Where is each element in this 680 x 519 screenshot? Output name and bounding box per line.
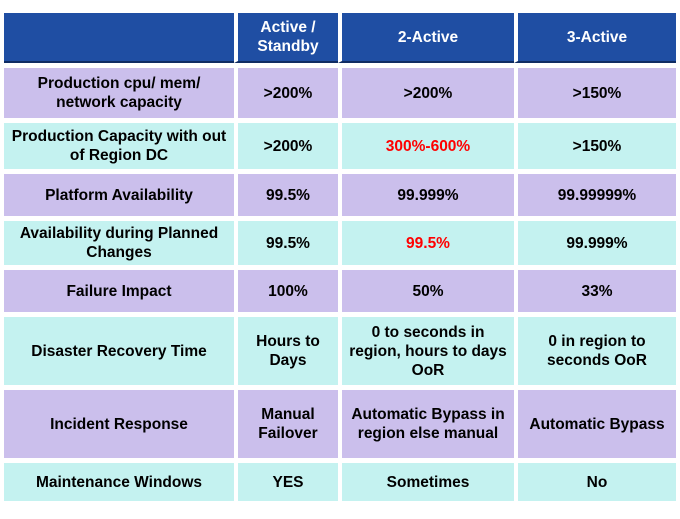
table-row: Platform Availability 99.5% 99.999% 99.9… — [4, 174, 676, 216]
cell-active-standby: >200% — [234, 123, 338, 169]
cell-3-active: 99.999% — [514, 221, 676, 265]
cell-active-standby: 99.5% — [234, 221, 338, 265]
row-label: Failure Impact — [4, 270, 234, 312]
row-label: Availability during Planned Changes — [4, 221, 234, 265]
cell-3-active: >150% — [514, 68, 676, 118]
cell-3-active: 0 in region to seconds OoR — [514, 317, 676, 385]
cell-2-active: 0 to seconds in region, hours to days Oo… — [338, 317, 514, 385]
cell-3-active: No — [514, 463, 676, 501]
cell-active-standby: >200% — [234, 68, 338, 118]
cell-active-standby: 100% — [234, 270, 338, 312]
cell-3-active: 99.99999% — [514, 174, 676, 216]
cell-active-standby: 99.5% — [234, 174, 338, 216]
header-active-standby: Active / Standby — [234, 13, 338, 63]
comparison-table: Active / Standby 2-Active 3-Active Produ… — [4, 8, 676, 506]
row-label: Disaster Recovery Time — [4, 317, 234, 385]
header-row: Active / Standby 2-Active 3-Active — [4, 13, 676, 63]
cell-2-active-highlight: 300%-600% — [338, 123, 514, 169]
table-row: Incident Response Manual Failover Automa… — [4, 390, 676, 458]
header-2-active: 2-Active — [338, 13, 514, 63]
table-row: Failure Impact 100% 50% 33% — [4, 270, 676, 312]
header-corner — [4, 13, 234, 63]
cell-2-active-highlight: 99.5% — [338, 221, 514, 265]
cell-2-active: >200% — [338, 68, 514, 118]
cell-2-active: 50% — [338, 270, 514, 312]
cell-2-active: Automatic Bypass in region else manual — [338, 390, 514, 458]
table-row: Disaster Recovery Time Hours to Days 0 t… — [4, 317, 676, 385]
cell-3-active: >150% — [514, 123, 676, 169]
row-label: Production cpu/ mem/ network capacity — [4, 68, 234, 118]
cell-2-active: Sometimes — [338, 463, 514, 501]
cell-active-standby: Manual Failover — [234, 390, 338, 458]
row-label: Production Capacity with out of Region D… — [4, 123, 234, 169]
row-label: Platform Availability — [4, 174, 234, 216]
table-row: Production cpu/ mem/ network capacity >2… — [4, 68, 676, 118]
cell-active-standby: YES — [234, 463, 338, 501]
cell-active-standby: Hours to Days — [234, 317, 338, 385]
cell-3-active: Automatic Bypass — [514, 390, 676, 458]
table-row: Availability during Planned Changes 99.5… — [4, 221, 676, 265]
table-row: Maintenance Windows YES Sometimes No — [4, 463, 676, 501]
cell-3-active: 33% — [514, 270, 676, 312]
row-label: Incident Response — [4, 390, 234, 458]
cell-2-active: 99.999% — [338, 174, 514, 216]
header-3-active: 3-Active — [514, 13, 676, 63]
table-row: Production Capacity with out of Region D… — [4, 123, 676, 169]
row-label: Maintenance Windows — [4, 463, 234, 501]
